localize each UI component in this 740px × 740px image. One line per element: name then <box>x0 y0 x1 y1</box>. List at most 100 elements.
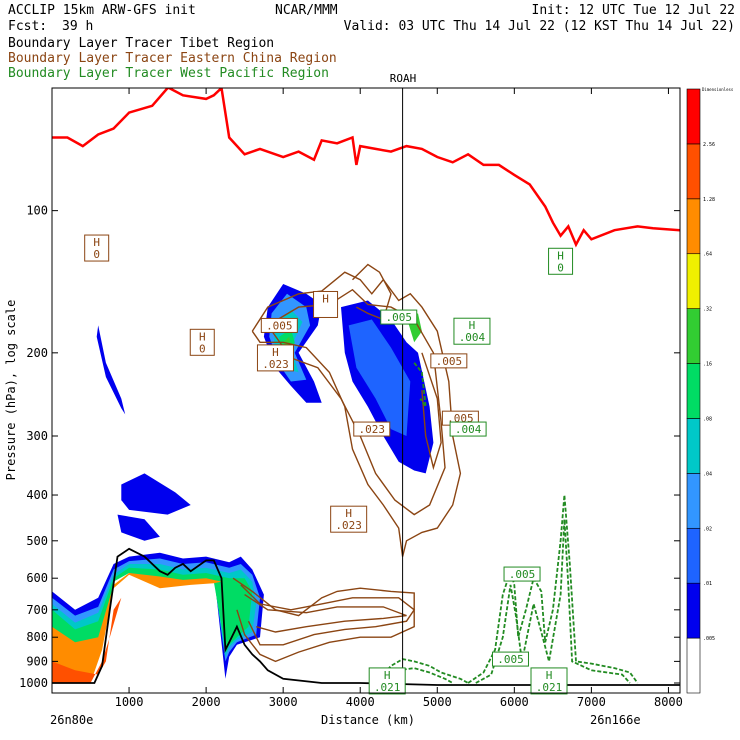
x-tick-label: 6000 <box>500 695 529 709</box>
y-tick-label: 100 <box>26 204 48 218</box>
y-tick-label: 800 <box>26 630 48 644</box>
tracer-fill-band-0 <box>52 552 264 683</box>
eastern-china-contour-5 <box>240 584 416 646</box>
west-pacific-contour-4 <box>413 362 427 408</box>
colorbar-level-label: .01 <box>703 581 712 587</box>
y-axis-label: Pressure (hPa), log scale <box>4 300 18 481</box>
colorbar-level-label: .005 <box>703 636 715 642</box>
west-pacific-contour-3 <box>475 519 631 684</box>
colorbar: .005 .01 .02 .04 .08 .16 .32 .64 1.28 2.56 Dimensi… <box>686 87 734 694</box>
colorbar-swatch <box>686 418 701 474</box>
contour-label-h: H <box>345 507 352 520</box>
contour-label-box <box>449 421 487 437</box>
colorbar-level-label: .16 <box>703 362 712 368</box>
contour-label-value: .004 <box>455 423 482 436</box>
colorbar-swatch <box>686 88 701 145</box>
contour-label-box <box>530 667 568 695</box>
contour-label-box <box>368 667 406 695</box>
contour-label-box <box>503 566 541 582</box>
axes: 1000 2000 3000 4000 5000 6000 7000 800010020030… <box>19 87 683 709</box>
contour-label-h: H <box>384 669 391 682</box>
colorbar-level-label: .32 <box>703 307 712 313</box>
tracer-fill-column-inner <box>348 319 411 436</box>
colorbar-swatch <box>686 143 701 200</box>
contour-label-h: H <box>546 669 553 682</box>
contour-label-box <box>84 234 110 262</box>
colorbar-level-label: 2.56 <box>703 142 715 148</box>
contour-label-value: .005 <box>497 653 524 666</box>
colorbar-swatch <box>686 308 701 364</box>
contour-label-box <box>380 309 418 325</box>
contour-label-value: .023 <box>335 519 362 532</box>
contour-label-box <box>453 317 491 345</box>
colorbar-title: Dimensionless <box>702 87 734 92</box>
colorbar-swatch <box>686 527 701 584</box>
contour-label-value: .021 <box>536 681 563 694</box>
contour-label-value: .005 <box>385 311 412 324</box>
y-tick-label: 500 <box>26 534 48 548</box>
contour-label-h: H <box>272 346 279 359</box>
eastern-china-contour-6 <box>244 594 407 633</box>
contour-label-h: H <box>199 330 206 343</box>
legend-tibet: Boundary Layer Tracer Tibet Region <box>8 36 274 51</box>
tracer-fill-streak-a <box>96 325 126 415</box>
y-tick-label: 600 <box>26 571 48 585</box>
colorbar-swatch <box>686 198 701 255</box>
title-left: ACCLIP 15km ARW-GFS init <box>8 3 196 18</box>
x-tick-label: 7000 <box>577 695 606 709</box>
plot-frame <box>51 87 681 694</box>
legend-west-pacific: Boundary Layer Tracer West Pacific Regio… <box>8 66 329 81</box>
contour-label-box <box>189 328 215 356</box>
colorbar-swatch <box>686 582 701 639</box>
contour-label-h: H <box>322 292 329 305</box>
contour-label-h: H <box>93 236 100 249</box>
tracer-fill-band-4 <box>52 573 222 683</box>
colorbar-level-label: .08 <box>703 416 712 422</box>
contour-label-box <box>313 290 339 318</box>
contour-label-value: .004 <box>459 331 486 344</box>
x-tick-label: 1000 <box>115 695 144 709</box>
tracer-fill-streak-c <box>117 514 160 541</box>
contour-label-box <box>353 421 391 437</box>
eastern-china-contour-2 <box>352 263 392 321</box>
tracer-fill-band-5 <box>52 597 122 683</box>
endpoint-right: 26n166e <box>590 713 641 727</box>
y-tick-label: 400 <box>26 488 48 502</box>
contour-label-value: .005 <box>436 355 463 368</box>
colorbar-swatch <box>686 253 701 309</box>
contour-label-h: H <box>469 319 476 332</box>
contour-label-value: 0 <box>199 342 206 355</box>
y-tick-label: 900 <box>26 654 48 668</box>
colorbar-level-label: .02 <box>703 526 712 532</box>
y-tick-label: 700 <box>26 603 48 617</box>
west-pacific-contour-2 <box>467 494 639 684</box>
contour-label-value: .005 <box>266 319 293 332</box>
colorbar-swatch <box>686 473 701 529</box>
y-tick-label: 300 <box>26 429 48 443</box>
colorbar-swatch <box>686 637 701 694</box>
colorbar-level-label: .64 <box>703 252 712 258</box>
terrain-line <box>52 547 680 686</box>
y-tick-label: 200 <box>26 346 48 360</box>
contour-label-value: .023 <box>359 423 386 436</box>
x-tick-label: 8000 <box>654 695 683 709</box>
contour-label-box <box>491 651 529 667</box>
title-center: NCAR/MMM <box>275 3 338 18</box>
west-pacific-contour-1 <box>382 667 454 684</box>
tracer-fill-streak-b <box>121 473 191 515</box>
x-tick-label: 2000 <box>192 695 221 709</box>
contour-label-box <box>548 247 574 275</box>
x-axis-label: Distance (km) <box>321 713 415 727</box>
contour-label-value: 0 <box>93 248 100 261</box>
eastern-china-contour-3 <box>421 352 442 471</box>
valid-time: Valid: 03 UTC Thu 14 Jul 22 (12 KST Thu … <box>344 19 735 34</box>
contour-label-h: H <box>557 249 564 262</box>
west-pacific-contour-0 <box>374 658 469 684</box>
contour-label-value: .023 <box>262 358 289 371</box>
contour-label-value: .005 <box>509 568 536 581</box>
x-tick-label: 5000 <box>423 695 452 709</box>
legend-eastern-china: Boundary Layer Tracer Eastern China Regi… <box>8 51 337 66</box>
contour-label-box <box>330 505 368 533</box>
